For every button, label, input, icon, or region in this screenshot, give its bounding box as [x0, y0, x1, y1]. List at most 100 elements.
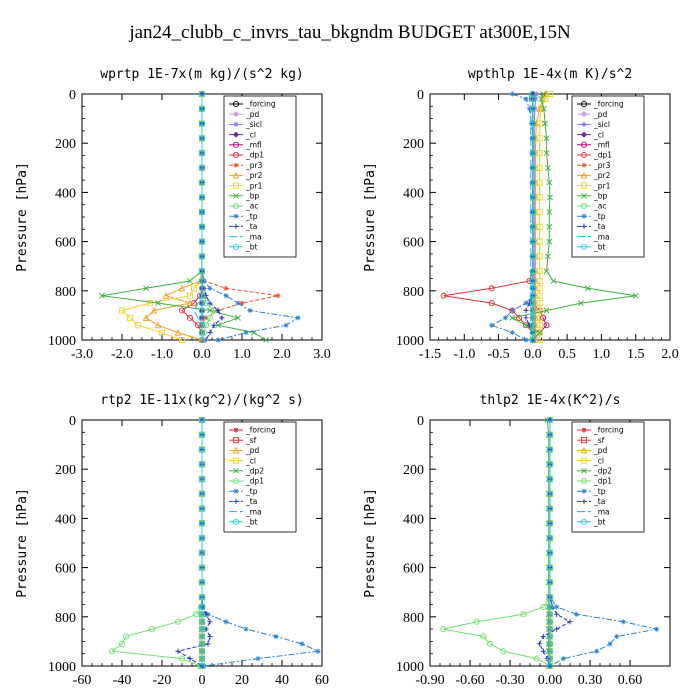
data-point [529, 105, 536, 112]
data-point [523, 337, 529, 343]
data-point [198, 300, 206, 307]
y-axis-label: Pressure [hPa] [363, 162, 378, 272]
data-point [529, 120, 536, 127]
data-point [516, 314, 523, 321]
y-tick-label: 800 [55, 611, 76, 626]
legend-marker [580, 141, 588, 148]
data-point [489, 322, 495, 328]
data-point [190, 285, 198, 292]
data-point [275, 293, 281, 299]
y-tick-label: 200 [55, 137, 76, 152]
data-point [536, 329, 543, 336]
data-point [202, 322, 210, 329]
legend-entry: _cl [245, 130, 256, 139]
legend-entry: _bp [245, 192, 260, 201]
data-point [536, 300, 543, 307]
legend-marker [581, 223, 587, 229]
y-axis-label: Pressure [hPa] [15, 488, 30, 598]
panel-title: rtp2 1E-11x(kg^2)/(kg^2 s) [100, 393, 304, 408]
data-point [523, 300, 529, 306]
data-point [198, 194, 206, 201]
legend-marker [580, 477, 588, 485]
data-point [315, 648, 321, 654]
data-point [533, 655, 540, 662]
x-tick-label: 3.0 [313, 347, 331, 362]
data-point [546, 505, 554, 512]
data-point [198, 223, 206, 230]
x-tick-label: 1.5 [627, 347, 645, 362]
data-point [554, 604, 560, 610]
legend-marker [233, 223, 239, 229]
panel-1: wprtp 1E-7x(m kg)/(s^2 kg) Pressure [hPa]… [15, 67, 331, 362]
y-tick-label: 600 [55, 236, 76, 251]
data-point [546, 520, 554, 527]
data-point [546, 535, 554, 542]
data-point [198, 640, 206, 647]
data-point [223, 285, 229, 291]
legend-entry: _bt [593, 243, 606, 252]
data-point [198, 655, 206, 662]
data-point [529, 135, 536, 142]
legend: _forcing_sf_pd_cl _dp2_dp1_tp_ta_ma _bt [571, 421, 645, 533]
data-point [543, 322, 550, 329]
legend-entry: _tp [245, 487, 258, 496]
y-tick-label: 200 [403, 463, 424, 478]
data-point [536, 268, 543, 275]
legend-entry: _forcing [593, 100, 624, 109]
x-tick-label: -1.5 [419, 347, 441, 362]
legend-marker [233, 121, 239, 127]
legend-entry: _mfl [593, 141, 610, 150]
legend-entry: _sf [593, 436, 605, 445]
data-point [198, 322, 206, 329]
legend: _forcing_pd_sicl_cl _mfl_dp1_pr3_pr2_pr1 _… [571, 95, 645, 258]
y-tick-label: 0 [417, 88, 424, 103]
data-point [536, 209, 543, 216]
data-point [546, 611, 554, 618]
legend: _forcing_sf_pd_cl _dp2_dp1_tp_ta_ma _bt [223, 421, 297, 533]
data-point [554, 611, 560, 617]
data-point [207, 330, 213, 336]
data-point [546, 633, 554, 640]
legend-entry: _ta [593, 222, 605, 231]
legend-marker [581, 192, 587, 199]
data-point [206, 314, 214, 321]
data-point [122, 633, 130, 640]
data-point [162, 292, 170, 299]
data-point [529, 179, 536, 186]
data-point [207, 300, 213, 306]
data-point [198, 633, 206, 640]
data-point [529, 164, 536, 171]
legend-marker [581, 162, 587, 168]
data-point [178, 336, 186, 344]
legend-entry: _dp1 [593, 151, 612, 160]
data-point [536, 164, 543, 171]
legend-marker [233, 467, 239, 474]
panel-title: thlp2 1E-4x(K^2)/s [480, 393, 621, 408]
data-point [243, 626, 249, 632]
data-point [529, 223, 536, 230]
data-point [154, 321, 162, 329]
x-tick-label: -0.30 [495, 673, 524, 688]
legend-marker [580, 171, 588, 179]
data-point [198, 611, 206, 618]
data-point [251, 329, 257, 336]
legend-entry: _sicl [245, 120, 262, 129]
legend-marker [581, 498, 587, 504]
data-point [546, 655, 554, 662]
data-point [198, 209, 206, 216]
data-point [198, 594, 206, 601]
data-point [546, 564, 554, 571]
x-tick-label: 0 [199, 673, 206, 688]
legend-entry: _dp1 [593, 477, 612, 486]
legend-marker [580, 151, 588, 159]
legend-marker [233, 213, 239, 219]
legend-marker [580, 518, 588, 525]
data-point [529, 336, 536, 344]
data-point [529, 329, 536, 336]
data-point [545, 253, 551, 260]
data-point [198, 505, 206, 512]
data-point [543, 135, 550, 142]
legend-marker [233, 427, 239, 433]
legend-entry: _tp [593, 212, 606, 221]
